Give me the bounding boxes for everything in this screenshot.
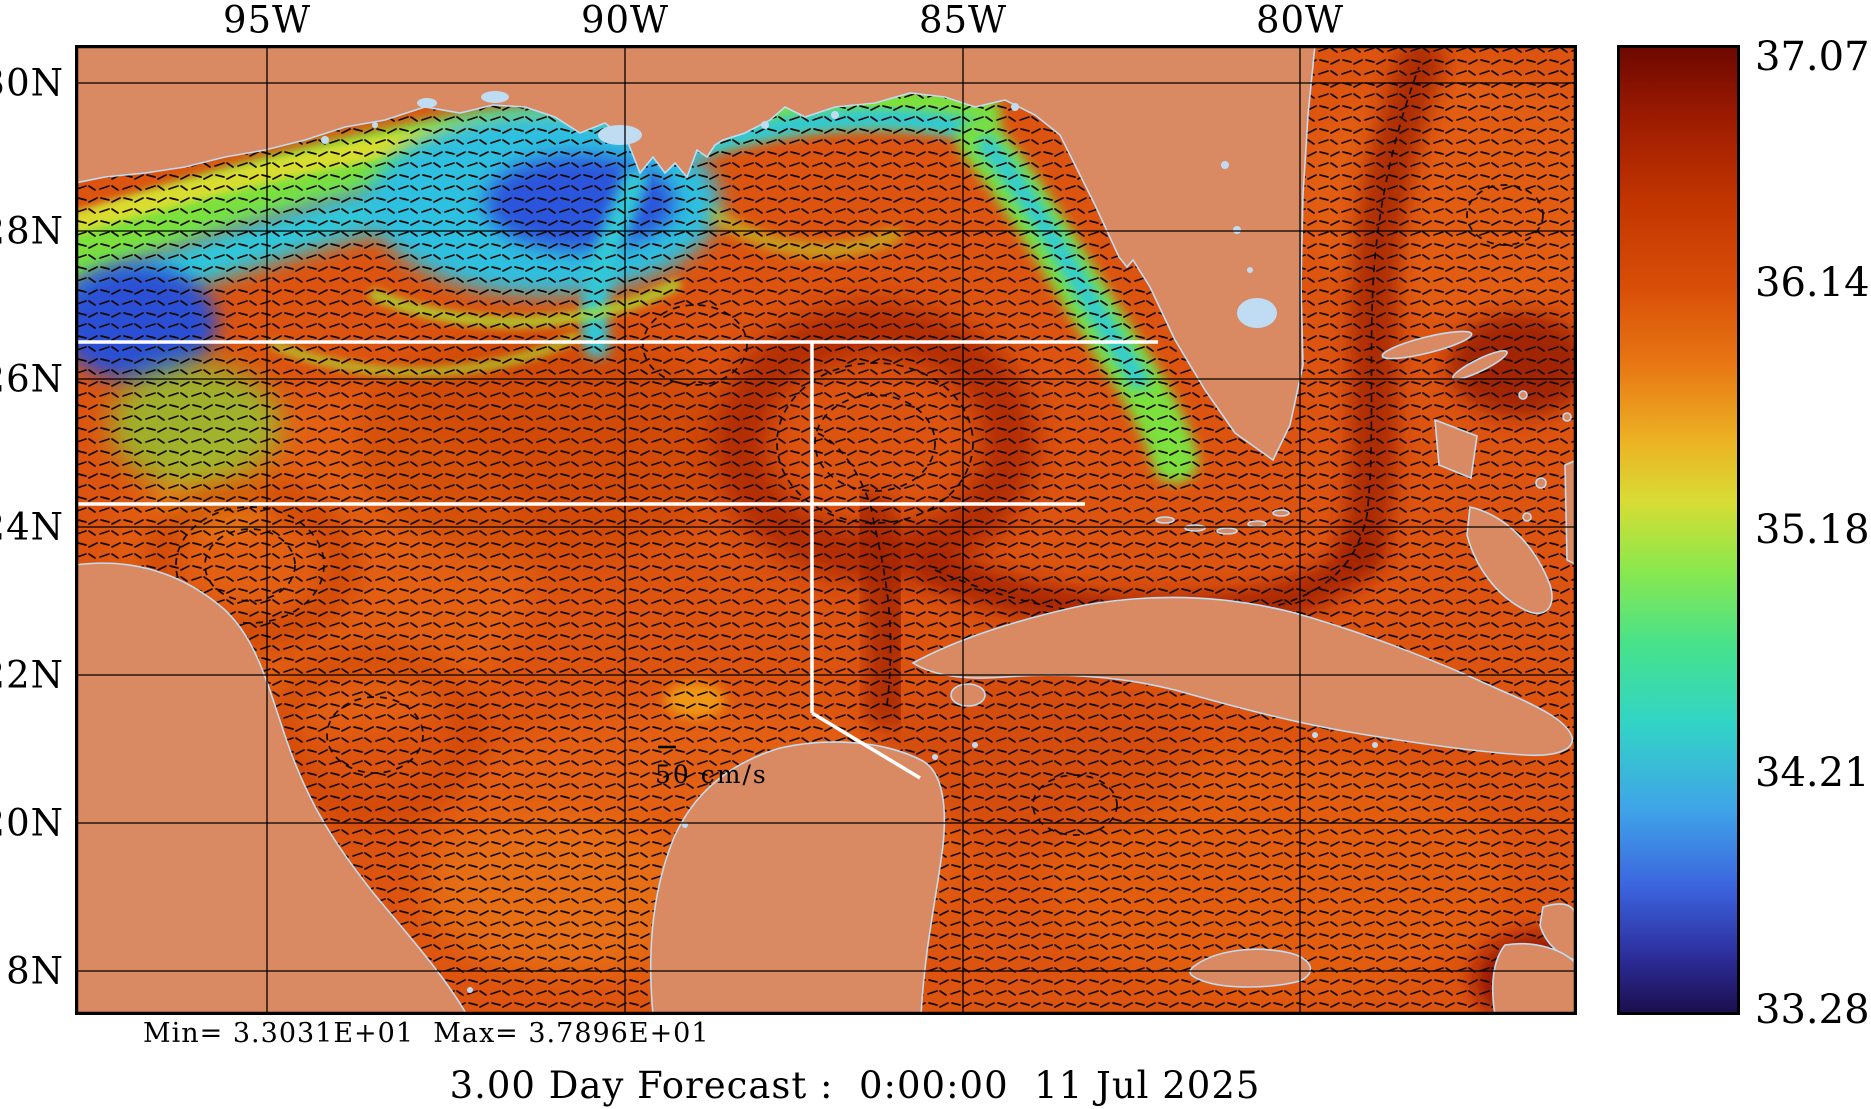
- lat-label-18n: 18N: [0, 949, 64, 993]
- velocity-scale: 50 cm/s: [655, 745, 768, 789]
- lat-label-24n: 24N: [0, 505, 64, 549]
- eddy-streamlines: [175, 66, 1544, 836]
- colorbar: [1617, 45, 1740, 1015]
- colorbar-tick-3: 35.18: [1755, 507, 1870, 553]
- hispaniola: [1491, 903, 1578, 1016]
- land-layer: [74, 44, 1578, 1016]
- florida-keys: [1155, 509, 1290, 535]
- us-gulf-coast-florida: [74, 44, 1316, 462]
- lake-okeechobee: [1237, 298, 1277, 328]
- transect-lines: [75, 340, 1158, 780]
- isla-juventud: [950, 683, 986, 707]
- mexico-coast: [74, 562, 469, 1016]
- minmax-stats: Min= 3.3031E+01 Max= 3.7896E+01: [143, 1018, 710, 1049]
- colorbar-tick-2: 36.14: [1755, 260, 1870, 306]
- lat-label-26n: 26N: [0, 357, 64, 401]
- scale-label: 50 cm/s: [655, 760, 768, 789]
- cuba: [911, 596, 1573, 757]
- colorbar-tick-5: 33.28: [1755, 987, 1870, 1033]
- lon-label-90w: 90W: [580, 0, 670, 42]
- lakes-layer: [321, 91, 1378, 993]
- lat-label-28n: 28N: [0, 209, 64, 253]
- lat-label-22n: 22N: [0, 653, 64, 697]
- lon-label-95w: 95W: [222, 0, 312, 42]
- graticule: [75, 45, 1577, 1015]
- colorbar-tick-4: 34.21: [1755, 750, 1870, 796]
- lon-label-80w: 80W: [1255, 0, 1345, 42]
- gulf-of-mexico-map: 50 cm/s: [46, 38, 1635, 1028]
- colorbar-tick-1: 37.07: [1755, 34, 1870, 80]
- lake-pontchartrain: [598, 125, 642, 145]
- map-border: [74, 44, 1578, 1016]
- yucatan-peninsula: [650, 741, 946, 1016]
- forecast-title: 3.00 Day Forecast : 0:00:00 11 Jul 2025: [449, 1064, 1261, 1107]
- lon-label-85w: 85W: [918, 0, 1008, 42]
- lat-label-20n: 20N: [0, 801, 64, 845]
- lat-label-30n: 30N: [0, 61, 64, 105]
- salinity-current-field: 50 cm/s: [46, 38, 1635, 1028]
